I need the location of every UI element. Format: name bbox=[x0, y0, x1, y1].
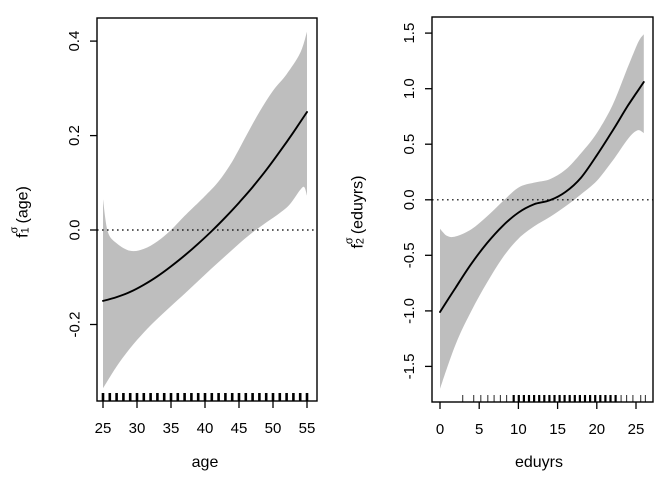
confidence-band bbox=[440, 34, 644, 389]
y-axis-tick-label: 0.4 bbox=[66, 31, 83, 52]
y-axis-tick-label: 0.0 bbox=[66, 220, 83, 241]
ylabel-f1-base: f bbox=[14, 233, 32, 238]
ylabel-f2-base: f bbox=[349, 244, 367, 249]
y-axis-tick-label: 0.0 bbox=[401, 189, 418, 210]
x-axis-tick-label: 50 bbox=[265, 420, 282, 437]
x-axis-tick-label: 25 bbox=[95, 420, 112, 437]
ylabel-f2-superscript: σ bbox=[343, 237, 356, 245]
plot-box bbox=[431, 16, 654, 403]
x-axis-label-eduyrs: eduyrs bbox=[514, 454, 564, 471]
y-axis-tick-label: -0.2 bbox=[66, 312, 83, 338]
y-axis-label-f2: f σ 2 (eduyrs) bbox=[343, 175, 368, 249]
ylabel-f2-subscript: 2 bbox=[354, 238, 367, 245]
y-axis-tick-label: 0.2 bbox=[66, 125, 83, 146]
y-axis-tick-label: -1.0 bbox=[401, 298, 418, 324]
x-axis-tick-label: 35 bbox=[163, 420, 180, 437]
panel-clipped-content bbox=[97, 31, 317, 401]
x-axis-tick-label: 55 bbox=[299, 420, 316, 437]
x-axis-tick-label: 30 bbox=[129, 420, 146, 437]
left-panel: 25 30 35 40 45 50 55 -0.2 0.0 0.2 0.4 bbox=[66, 17, 318, 437]
y-axis-tick-label: -0.5 bbox=[401, 242, 418, 268]
fit-line bbox=[102, 111, 308, 302]
x-axis-label-age: age bbox=[191, 454, 219, 471]
ylabel-f1-superscript: σ bbox=[8, 226, 21, 234]
plot-box bbox=[96, 17, 318, 402]
panel-clipped-content bbox=[432, 34, 653, 402]
confidence-band bbox=[103, 31, 307, 389]
x-axis-tick-label: 25 bbox=[628, 421, 645, 438]
y-axis-tick-label: -1.5 bbox=[401, 353, 418, 379]
fit-line bbox=[439, 81, 645, 313]
x-axis-tick-label: 45 bbox=[231, 420, 248, 437]
x-axis-tick-label: 0 bbox=[436, 421, 444, 438]
x-axis-tick-label: 40 bbox=[197, 420, 214, 437]
y-axis-tick-label: 1.5 bbox=[401, 23, 418, 44]
y-axis-tick-label: 0.5 bbox=[401, 134, 418, 155]
ylabel-f2-argument: (eduyrs) bbox=[349, 175, 367, 235]
x-axis-tick-label: 20 bbox=[588, 421, 605, 438]
ylabel-f1-argument: (age) bbox=[14, 186, 32, 224]
y-axis-tick-label: 1.0 bbox=[401, 78, 418, 99]
x-axis-tick-label: 15 bbox=[549, 421, 566, 438]
ylabel-f1-subscript: 1 bbox=[19, 227, 32, 234]
x-axis-tick-label: 10 bbox=[510, 421, 527, 438]
x-axis-tick-label: 5 bbox=[475, 421, 483, 438]
right-panel: 0 5 10 15 20 25 -1.5 -1.0 -0.5 0.0 0.5 1.0 1.5 bbox=[401, 16, 654, 438]
y-axis-label-f1: f σ 1 (age) bbox=[8, 186, 33, 238]
